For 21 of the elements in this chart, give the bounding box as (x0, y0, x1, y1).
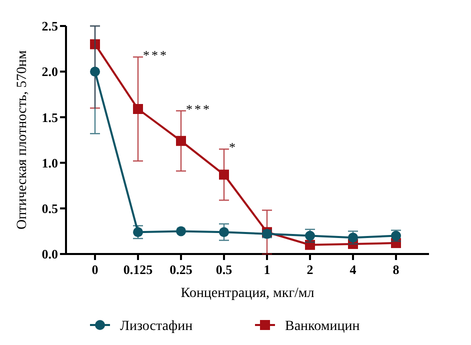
x-tick-label: 0.5 (216, 262, 233, 277)
annotation: *** (143, 48, 168, 63)
legend-label: Ванкомицин (285, 318, 360, 334)
x-tick-label: 0 (92, 262, 98, 277)
y-axis-title: Оптическая плотность, 570нм (15, 50, 30, 230)
y-tick-label: 1.0 (42, 155, 58, 170)
y-tick-label: 0.5 (42, 200, 58, 216)
annotation: * (229, 140, 238, 155)
y-tick-label: 1.5 (42, 110, 58, 125)
x-tick-label: 8 (392, 262, 400, 277)
x-axis-title: Концентрация, мкг/мл (180, 286, 314, 301)
x-tick-label: 2 (306, 262, 314, 277)
annotation: *** (186, 101, 212, 116)
x-tick-label: 1 (264, 262, 270, 277)
x-tick-label: 4 (350, 262, 357, 277)
x-tick-label: 0.25 (170, 262, 193, 277)
legend-label: Лизостафин (120, 318, 194, 334)
y-tick-label: 0.0 (42, 246, 58, 262)
y-tick-label: 2.5 (42, 18, 58, 34)
x-tick-label: 0.125 (123, 262, 154, 277)
y-tick-label: 2.0 (42, 64, 58, 80)
